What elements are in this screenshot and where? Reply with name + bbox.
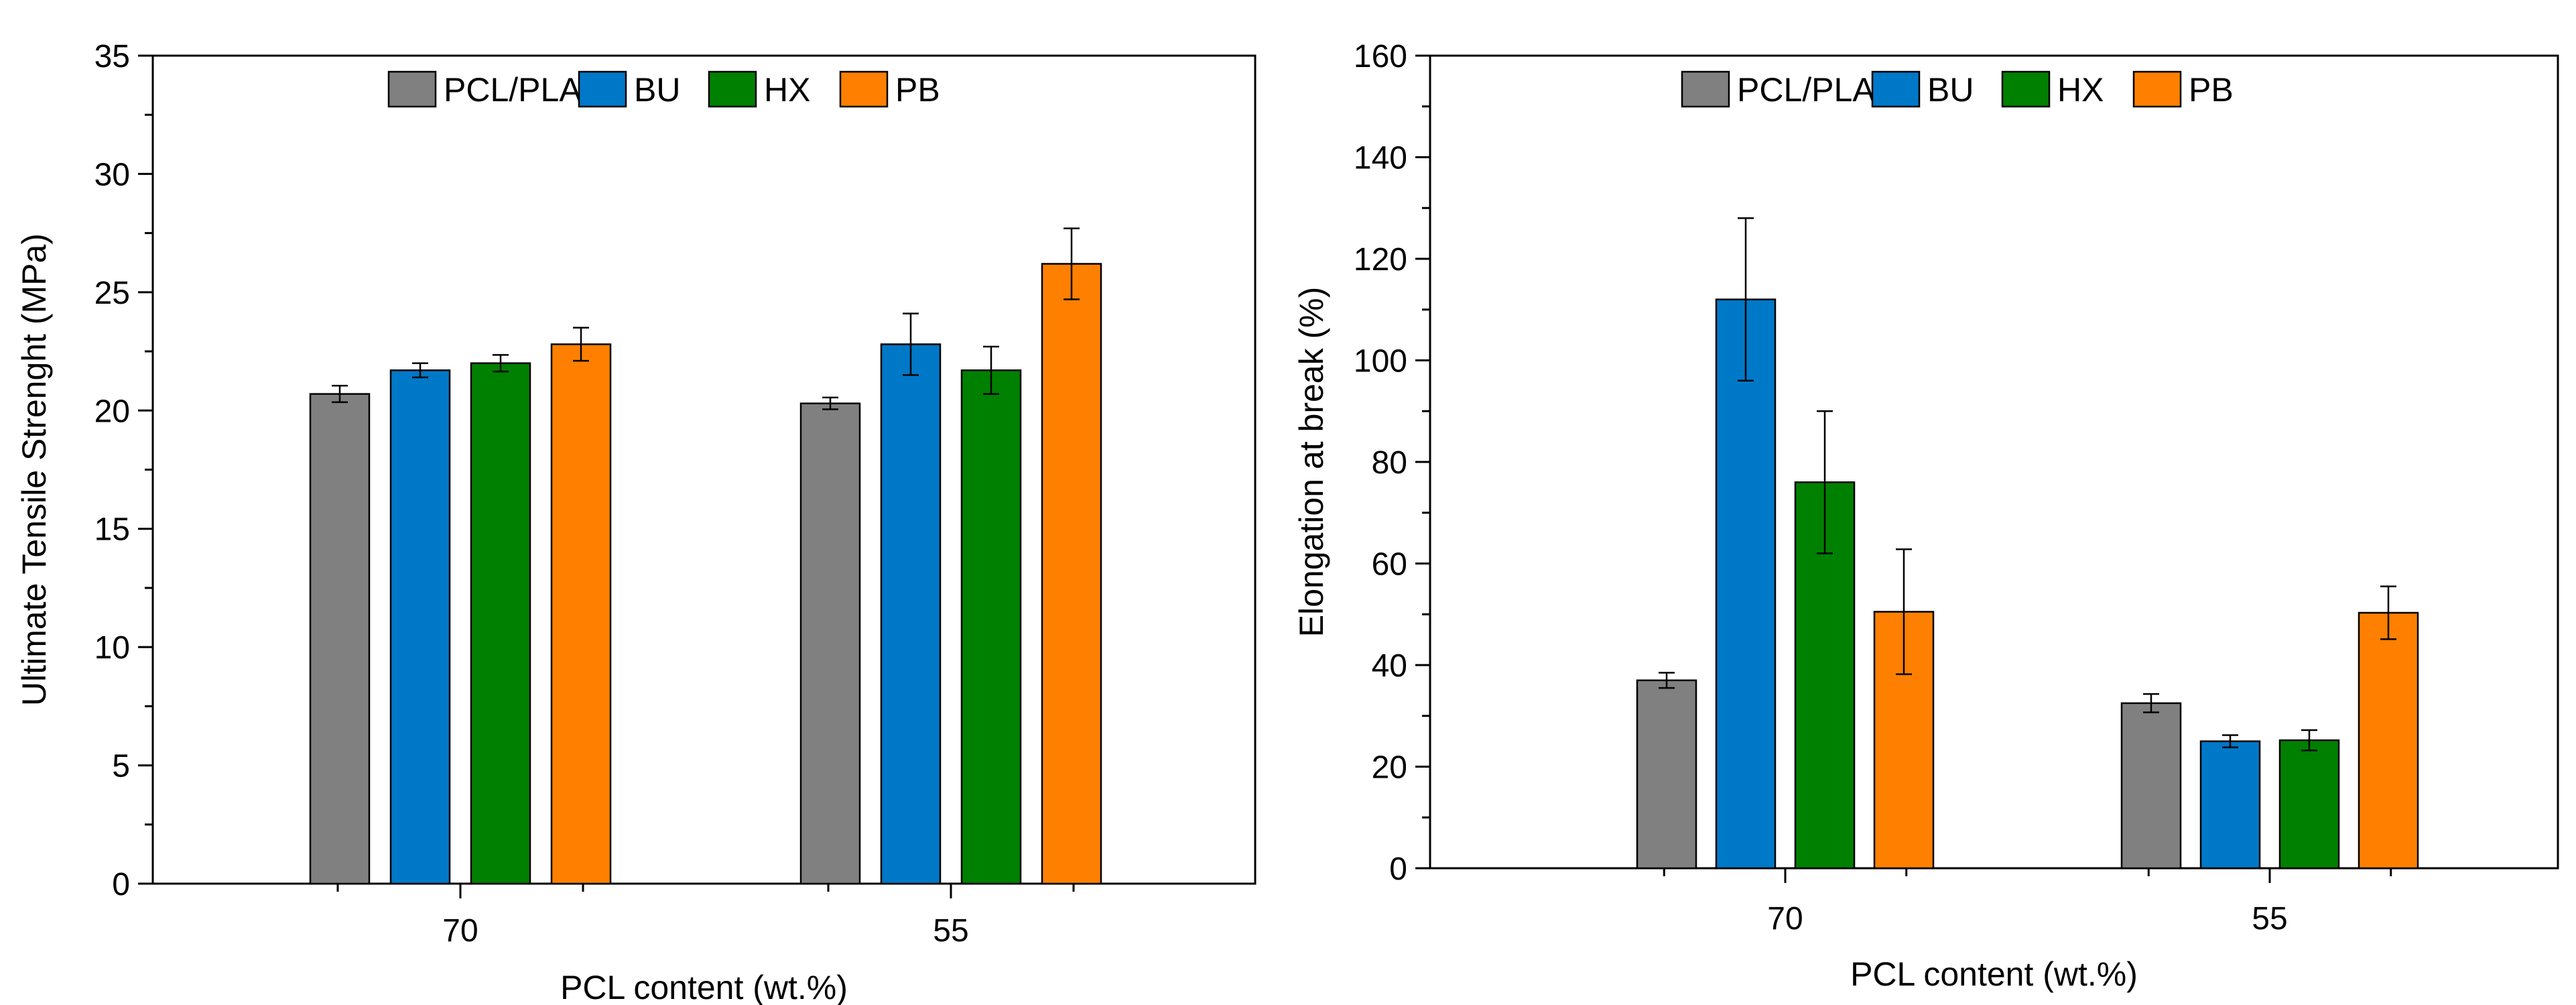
y-tick-label: 160 bbox=[1354, 39, 1407, 74]
bar-bu-55 bbox=[880, 343, 942, 885]
y-tick-label: 15 bbox=[94, 512, 130, 548]
y-tick-label: 40 bbox=[1372, 648, 1407, 684]
y-tick-label: 20 bbox=[1372, 750, 1407, 786]
legend-swatch bbox=[1871, 70, 1921, 108]
y-tick-label: 10 bbox=[94, 630, 130, 666]
tensile-strength-chart: 0 5 10 15 20 25 30 35 70 55 PCL/PLA BU HX PB PCL conte… bbox=[15, 39, 1257, 1005]
x-tick-label: 55 bbox=[2252, 901, 2287, 937]
bar-bu-70 bbox=[389, 369, 451, 885]
y-tick-label: 35 bbox=[94, 39, 130, 74]
y-tick-label: 20 bbox=[94, 394, 130, 429]
y-tick-label: 140 bbox=[1354, 141, 1407, 176]
tensile-strength-plot: 0 5 10 15 20 25 30 35 70 55 PCL/PLA BU HX PB PCL conte… bbox=[15, 39, 1257, 1005]
legend-label: PB bbox=[2189, 71, 2234, 109]
bar-pcl-pla-70 bbox=[309, 393, 371, 885]
legend-swatch bbox=[387, 70, 437, 108]
y-tick-label: 120 bbox=[1354, 242, 1407, 278]
y-axis-title: Ultimate Tensile Strenght (MPa) bbox=[15, 233, 53, 706]
x-tick-label: 55 bbox=[933, 913, 968, 949]
y-tick-label: 60 bbox=[1372, 547, 1407, 583]
bar-bu-70 bbox=[1715, 298, 1777, 870]
legend-swatch bbox=[578, 70, 627, 108]
bar-hx-70 bbox=[470, 362, 531, 885]
legend-label: BU bbox=[1927, 71, 1974, 109]
bar-bu-55 bbox=[2199, 740, 2261, 870]
x-axis-title: PCL content (wt.%) bbox=[560, 969, 848, 1005]
legend-label: PCL/PLA bbox=[444, 71, 582, 109]
y-tick-label: 25 bbox=[94, 276, 130, 311]
legend-swatch bbox=[1681, 70, 1730, 108]
y-tick-label: 100 bbox=[1354, 344, 1407, 379]
legend-label: PCL/PLA bbox=[1737, 71, 1875, 109]
y-tick-label: 5 bbox=[112, 749, 130, 784]
x-axis-title: PCL content (wt.%) bbox=[1850, 955, 2138, 993]
bar-pb-70 bbox=[550, 343, 612, 885]
bar-pcl-pla-55 bbox=[799, 402, 861, 885]
x-tick-label: 70 bbox=[1767, 901, 1803, 937]
y-tick-label: 80 bbox=[1372, 445, 1407, 481]
y-tick-label: 0 bbox=[1389, 851, 1407, 887]
legend-swatch bbox=[708, 70, 757, 108]
legend-label: HX bbox=[2057, 71, 2104, 109]
y-tick-label: 0 bbox=[112, 867, 130, 902]
bar-pb-55 bbox=[1041, 263, 1102, 885]
legend-swatch bbox=[839, 70, 889, 108]
legend-swatch bbox=[2132, 70, 2182, 108]
elongation-chart: 0 20 40 60 80 100 120 140 160 70 55 PCL/PLA BU HX PB PC… bbox=[1288, 0, 2576, 1005]
bar-hx-55 bbox=[2278, 739, 2340, 870]
elongation-plot: 0 20 40 60 80 100 120 140 160 70 55 PCL/PLA BU HX PB PC… bbox=[1293, 39, 2559, 993]
legend-label: BU bbox=[634, 71, 680, 109]
legend-label: HX bbox=[764, 71, 810, 109]
y-axis-title: Elongation at break (%) bbox=[1293, 287, 1330, 638]
legend-label: PB bbox=[895, 71, 940, 109]
bar-pb-55 bbox=[2358, 611, 2419, 870]
bar-pcl-pla-70 bbox=[1636, 679, 1697, 870]
x-tick-label: 70 bbox=[442, 913, 478, 949]
bar-hx-55 bbox=[960, 369, 1022, 885]
legend-swatch bbox=[2001, 70, 2051, 108]
bar-pcl-pla-55 bbox=[2120, 702, 2182, 870]
y-tick-label: 30 bbox=[94, 157, 130, 192]
